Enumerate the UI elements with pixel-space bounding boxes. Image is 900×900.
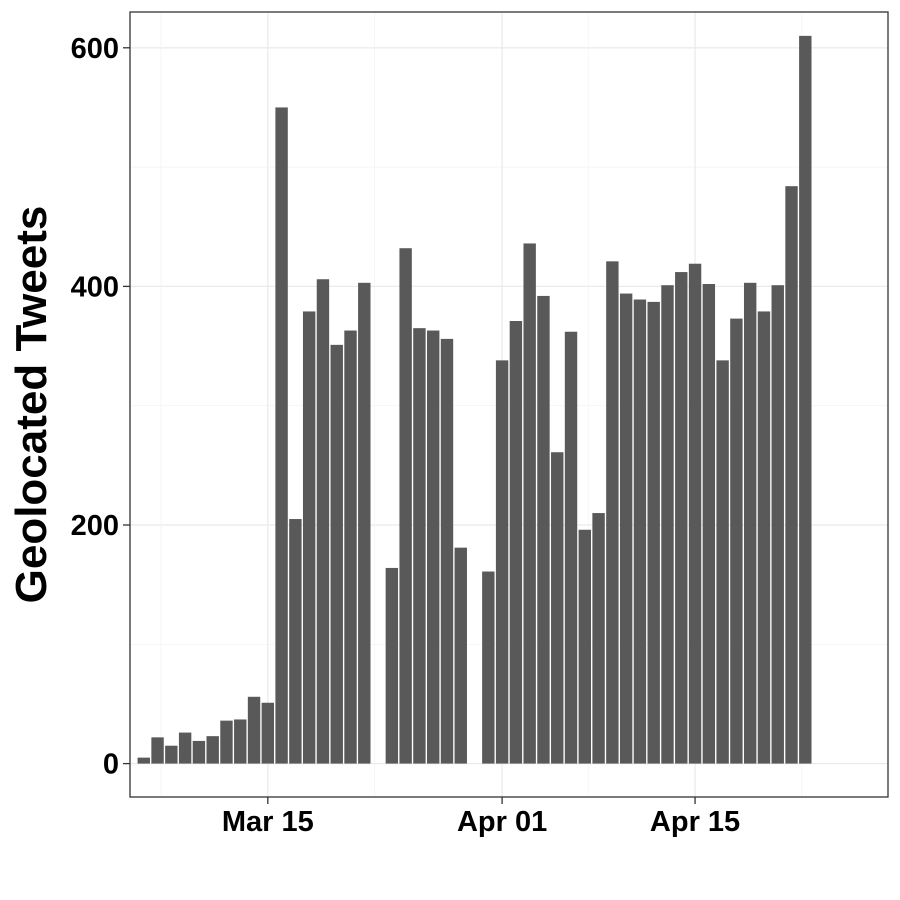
x-tick-label: Apr 01 — [457, 806, 547, 838]
bar-2020-03-24 — [385, 567, 399, 764]
bar-2020-03-15 — [261, 702, 275, 764]
ticks-layer: 0 200 400 600 Mar 15 Apr 01 Apr 15 — [71, 33, 741, 838]
bar-2020-04-15 — [688, 263, 702, 764]
bar-2020-03-31 — [482, 571, 495, 764]
bar-2020-03-18 — [302, 311, 316, 764]
bar-2020-03-14 — [247, 696, 261, 764]
bars-layer — [137, 35, 812, 764]
bar-2020-04-13 — [661, 285, 674, 764]
bar-2020-04-17 — [716, 360, 729, 764]
bar-2020-04-18 — [730, 318, 743, 764]
bar-2020-03-07 — [151, 737, 164, 764]
bar-2020-04-20 — [757, 311, 771, 764]
y-tick-label: 200 — [71, 510, 119, 542]
bar-2020-04-11 — [633, 299, 647, 764]
bar-2020-04-10 — [619, 293, 633, 764]
y-tick-label: 0 — [103, 749, 119, 781]
y-tick-label: 400 — [71, 271, 119, 303]
bar-2020-03-27 — [426, 330, 440, 764]
bar-2020-03-10 — [192, 740, 206, 764]
bar-2020-04-02 — [509, 320, 523, 764]
bar-2020-04-03 — [523, 243, 536, 764]
bar-2020-03-28 — [440, 338, 454, 764]
bar-2020-03-11 — [206, 736, 219, 764]
bar-2020-04-22 — [785, 186, 798, 764]
bar-2020-03-17 — [289, 519, 302, 764]
bar-2020-03-22 — [358, 282, 371, 764]
bar-2020-04-16 — [702, 284, 716, 764]
bar-2020-03-16 — [275, 107, 288, 764]
bar-2020-04-08 — [592, 513, 605, 764]
bar-2020-04-21 — [771, 285, 784, 764]
y-axis-title: Geolocated Tweets — [7, 206, 56, 604]
bar-2020-03-21 — [344, 330, 357, 764]
bar-2020-04-06 — [564, 331, 578, 764]
bar-2020-03-20 — [330, 344, 343, 764]
bar-2020-03-12 — [220, 720, 233, 764]
bar-2020-04-19 — [743, 282, 757, 764]
bar-2020-04-01 — [495, 360, 509, 764]
panel-border — [129, 11, 889, 798]
bar-2020-03-26 — [413, 328, 426, 764]
bar-2020-04-04 — [537, 295, 550, 764]
y-tick-label: 600 — [71, 33, 119, 65]
bar-2020-04-12 — [647, 301, 660, 764]
bar-2020-04-23 — [799, 35, 812, 764]
bar-2020-03-06 — [137, 757, 150, 764]
bar-2020-03-13 — [234, 719, 247, 764]
x-tick-label: Mar 15 — [222, 806, 314, 838]
bar-2020-04-09 — [606, 261, 619, 764]
x-tick-label: Apr 15 — [650, 806, 740, 838]
bar-2020-04-05 — [551, 452, 564, 764]
bar-2020-03-19 — [316, 279, 330, 764]
bar-2020-04-14 — [675, 272, 688, 764]
bar-2020-03-08 — [165, 745, 178, 764]
bar-2020-03-09 — [178, 732, 192, 764]
bar-2020-03-29 — [454, 547, 467, 764]
bar-2020-04-07 — [578, 529, 592, 764]
bar-2020-03-25 — [399, 248, 412, 764]
